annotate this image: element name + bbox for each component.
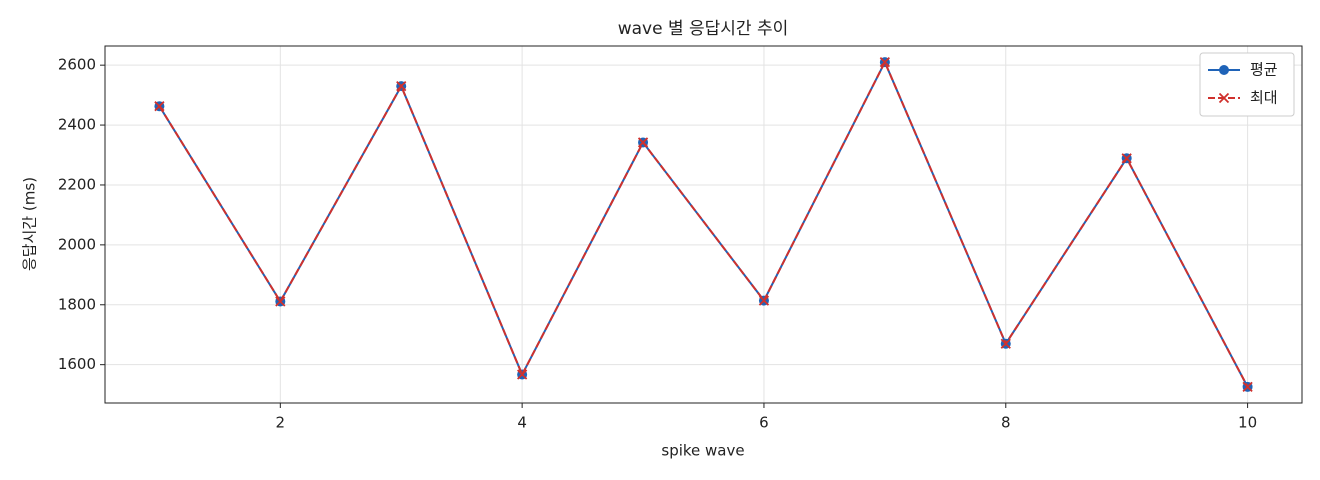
y-tick-label: 2400 xyxy=(58,116,96,134)
marker xyxy=(154,101,165,112)
marker xyxy=(1242,381,1253,392)
legend-marker xyxy=(1218,92,1230,104)
y-tick-label: 1800 xyxy=(58,295,96,313)
x-axis-label: spike wave xyxy=(661,442,744,460)
marker xyxy=(1000,338,1011,349)
y-tick-label: 2600 xyxy=(58,56,96,74)
x-tick-label: 4 xyxy=(517,414,527,432)
y-tick-label: 2200 xyxy=(58,175,96,193)
marker xyxy=(1121,153,1132,164)
marker xyxy=(275,296,286,307)
marker xyxy=(516,369,528,380)
series-line xyxy=(158,59,1249,388)
marker xyxy=(637,137,649,148)
marker xyxy=(758,295,770,306)
legend-box xyxy=(1199,52,1295,117)
x-tick-label: 6 xyxy=(759,414,769,432)
chart-title: wave 별 응답시간 추이 xyxy=(618,19,789,39)
marker xyxy=(879,57,891,68)
y-axis-label: 응답시간 (ms) xyxy=(21,177,39,271)
legend-label: 평균 xyxy=(1250,61,1278,79)
axes-frame xyxy=(104,45,1303,404)
x-tick-label: 8 xyxy=(1001,414,1011,432)
x-tick-label: 2 xyxy=(276,414,286,432)
x-tick-label: 10 xyxy=(1238,414,1257,432)
legend-label: 최대 xyxy=(1250,89,1278,107)
marker xyxy=(396,80,407,92)
legend-marker xyxy=(1219,65,1229,75)
y-tick-label: 2000 xyxy=(58,235,96,253)
y-tick-label: 1600 xyxy=(58,355,96,373)
